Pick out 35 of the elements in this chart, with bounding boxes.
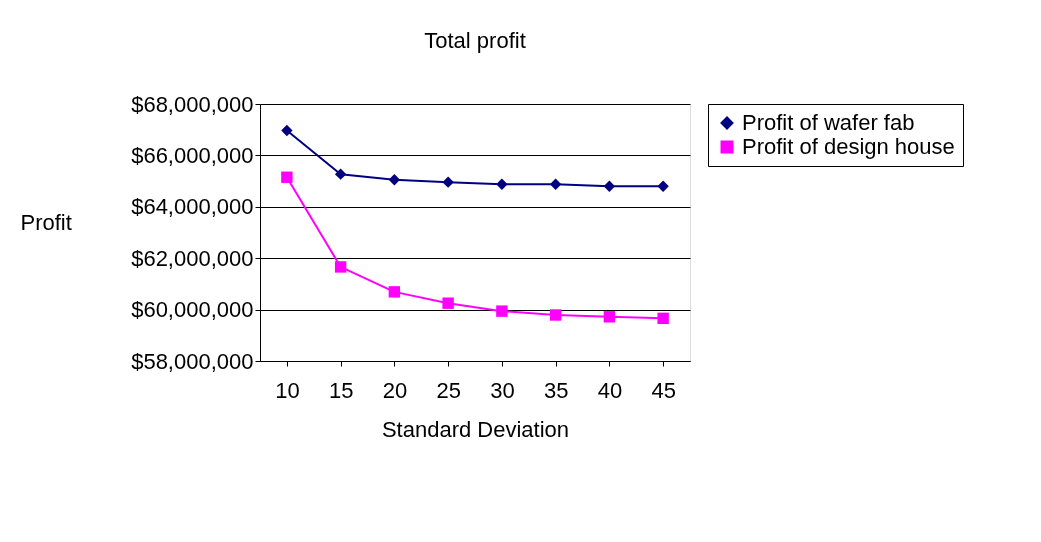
point [549, 178, 562, 190]
point [388, 286, 401, 298]
x-tick-label: 35 [543, 377, 569, 403]
point [442, 297, 454, 309]
legend-label: Profit of wafer fab [742, 110, 915, 135]
x-axis-title: Standard Deviation [381, 416, 570, 442]
point [603, 180, 616, 192]
x-tick-label: 45 [651, 377, 676, 403]
x-tick-label: 15 [328, 377, 354, 403]
point [281, 171, 293, 183]
y-axis-title: Profit [20, 209, 72, 235]
y-tick-label: $58,000,000 [131, 348, 254, 374]
point [442, 176, 454, 188]
chart-title: Total profit [424, 28, 526, 53]
point [496, 178, 508, 190]
x-tick-label: 40 [597, 377, 623, 403]
point [334, 168, 347, 180]
y-tick-label: $60,000,000 [131, 297, 254, 323]
legend-label: Profit of design house [742, 134, 955, 159]
x-tick-label: 10 [275, 377, 300, 403]
y-tick-label: $62,000,000 [131, 245, 254, 271]
x-tick-label: 25 [436, 377, 461, 403]
point [603, 311, 616, 323]
point [334, 261, 347, 273]
point [657, 312, 669, 325]
point [496, 305, 508, 317]
point [549, 309, 562, 321]
y-tick-label: $66,000,000 [131, 142, 254, 168]
x-tick-label: 30 [490, 377, 515, 403]
point [281, 124, 293, 137]
point [657, 180, 669, 192]
x-tick-label: 20 [382, 377, 408, 403]
y-tick-label: $64,000,000 [131, 194, 254, 220]
y-tick-label: $68,000,000 [131, 91, 254, 117]
point [388, 174, 401, 186]
